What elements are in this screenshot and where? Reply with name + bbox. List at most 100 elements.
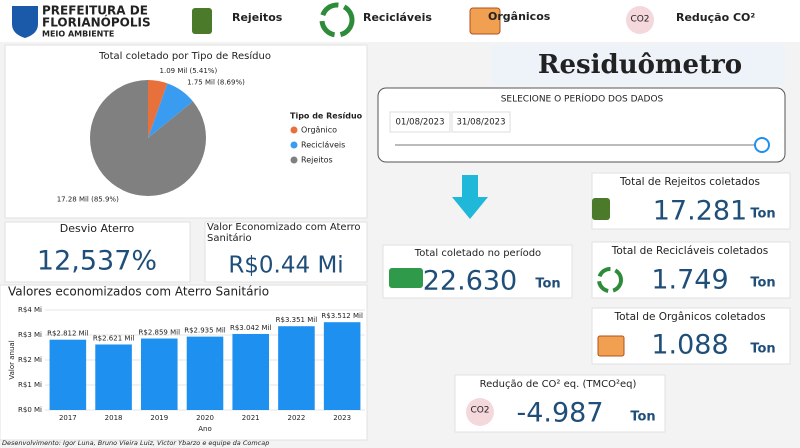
kpi-value: 22.630	[423, 266, 517, 297]
data-label: R$2.621 Mil	[93, 334, 135, 342]
truck-icon	[389, 268, 423, 288]
kpi-label: Desvio Aterro	[60, 222, 135, 235]
trash-icon	[592, 198, 610, 220]
kpi-card	[204, 221, 368, 283]
co2-icon-text: CO2	[630, 15, 649, 25]
kpi-label: Total de Rejeitos coletados	[619, 176, 760, 188]
x-tick-label: 2019	[150, 414, 168, 422]
x-tick-label: 2017	[59, 414, 77, 422]
kpi-unit: Ton	[750, 276, 775, 291]
kpi-unit: Ton	[535, 277, 560, 292]
legend-title: Tipo de Resíduo	[290, 112, 363, 121]
x-tick-label: 2023	[333, 414, 351, 422]
kpi-value: 17.281	[653, 196, 747, 227]
data-label: R$2.935 Mil	[184, 327, 226, 335]
bar-chart: R$0 Mi R$1 Mi R$2 Mi R$3 Mi R$4 Mi R$2.812 Mi…	[18, 306, 365, 422]
kpi-label: Total coletado no período	[414, 247, 541, 259]
y-tick-label: R$1 Mi	[18, 381, 42, 389]
legend-label: Orgânico	[301, 126, 337, 135]
nav-item[interactable]: Recicláveis	[363, 11, 432, 24]
kpi-unit: Ton	[750, 342, 775, 357]
kpi-card	[591, 172, 791, 230]
data-label: R$3.351 Mil	[276, 316, 318, 324]
legend-marker	[290, 156, 298, 164]
kpi-card	[591, 241, 791, 299]
logo-text: PREFEITURA DE	[42, 4, 148, 18]
kpi-unit: Ton	[750, 207, 775, 222]
data-label: 17.28 Mil (85.9%)	[57, 195, 119, 203]
logo-text: MEIO AMBIENTE	[42, 30, 114, 39]
y-tick-label: R$3 Mi	[18, 331, 42, 339]
kpi-label: Total de Orgânicos coletados	[613, 311, 765, 323]
y-tick-label: R$2 Mi	[18, 356, 42, 364]
legend-label: Rejeitos	[301, 156, 333, 165]
x-tick-label: 2018	[105, 414, 123, 422]
data-label: R$3.512 Mil	[321, 312, 363, 320]
nav-item[interactable]: Orgânicos	[488, 10, 551, 23]
bar	[278, 326, 315, 410]
pie: 1.09 Mil (5.41%) Orgânico 1.75 Mil (8.69%)…	[57, 67, 346, 203]
kpi-value: 1.749	[651, 265, 728, 296]
chart-title: Total coletado por Tipo de Resíduo	[98, 50, 271, 62]
trash-icon[interactable]	[192, 8, 212, 34]
legend-label: Recicláveis	[301, 141, 345, 150]
chart-title: Valores economizados com Aterro Sanitári…	[8, 285, 269, 299]
kpi-label: Valor Economizado com Aterro Sanitário	[207, 222, 361, 244]
kpi-value: -4.987	[516, 398, 603, 429]
date-input[interactable]	[451, 111, 511, 133]
recycle-icon	[597, 267, 623, 293]
x-tick-label: 2020	[196, 414, 214, 422]
data-label: R$2.859 Mil	[139, 329, 181, 337]
bar	[49, 339, 87, 410]
bar	[186, 336, 224, 410]
slider-handle[interactable]	[754, 137, 770, 153]
x-axis-label: Ano	[198, 425, 212, 433]
compost-icon[interactable]	[469, 7, 501, 35]
bar	[95, 344, 132, 410]
bar	[232, 333, 269, 410]
kpi-card	[4, 221, 191, 283]
kpi-label: Redução de CO² eq. (TMCO²eq)	[480, 379, 637, 390]
y-tick-label: R$4 Mi	[18, 306, 42, 314]
data-label: R$3.042 Mil	[230, 324, 272, 332]
legend-marker	[290, 126, 298, 134]
recycle-icon[interactable]	[319, 2, 355, 38]
nav-item[interactable]: Rejeitos	[232, 11, 283, 24]
date-start: 01/08/2023	[396, 118, 445, 128]
title-box	[492, 45, 785, 85]
logo-shield	[12, 6, 38, 38]
pie-slice	[148, 83, 193, 138]
kpi-label-box: Valor Economizado com Aterro Sanitário	[207, 222, 361, 244]
bar	[141, 338, 178, 410]
filter-label: SELECIONE O PERÍODO DOS DADOS	[501, 93, 664, 105]
kpi-unit: Ton	[630, 410, 655, 425]
bar	[323, 322, 361, 410]
header-bar	[0, 0, 800, 42]
x-tick-label: 2021	[242, 414, 260, 422]
page-title: Residuômetro	[538, 50, 742, 80]
legend-marker	[290, 141, 298, 149]
y-tick-label: R$0 Mi	[18, 406, 42, 414]
logo-text: FLORIANÓPOLIS	[42, 15, 151, 30]
date-end: 31/08/2023	[457, 118, 506, 128]
x-tick-label: 2022	[288, 414, 306, 422]
date-input[interactable]	[389, 111, 451, 133]
data-label: 1.75 Mil (8.69%)	[187, 78, 245, 86]
pie-slice	[90, 80, 206, 196]
kpi-label: Total de Recicláveis coletados	[611, 245, 769, 257]
co2-icon[interactable]	[626, 6, 654, 34]
nav-item[interactable]: Redução CO²	[676, 11, 755, 24]
period-filter	[377, 87, 786, 163]
footer: Desenvolvimento: Igor Luna, Bruno Vieira…	[2, 439, 269, 447]
y-axis-label: Valor anual	[8, 340, 16, 379]
data-label: R$2.812 Mil	[47, 330, 89, 338]
data-label: 1.09 Mil (5.41%)	[160, 67, 218, 75]
pie-slice	[148, 80, 168, 138]
kpi-card	[591, 307, 791, 365]
kpi-value: 12,537%	[37, 246, 157, 277]
co2-icon-text: CO2	[470, 406, 489, 416]
compost-icon	[597, 335, 625, 357]
arrow	[452, 175, 488, 219]
